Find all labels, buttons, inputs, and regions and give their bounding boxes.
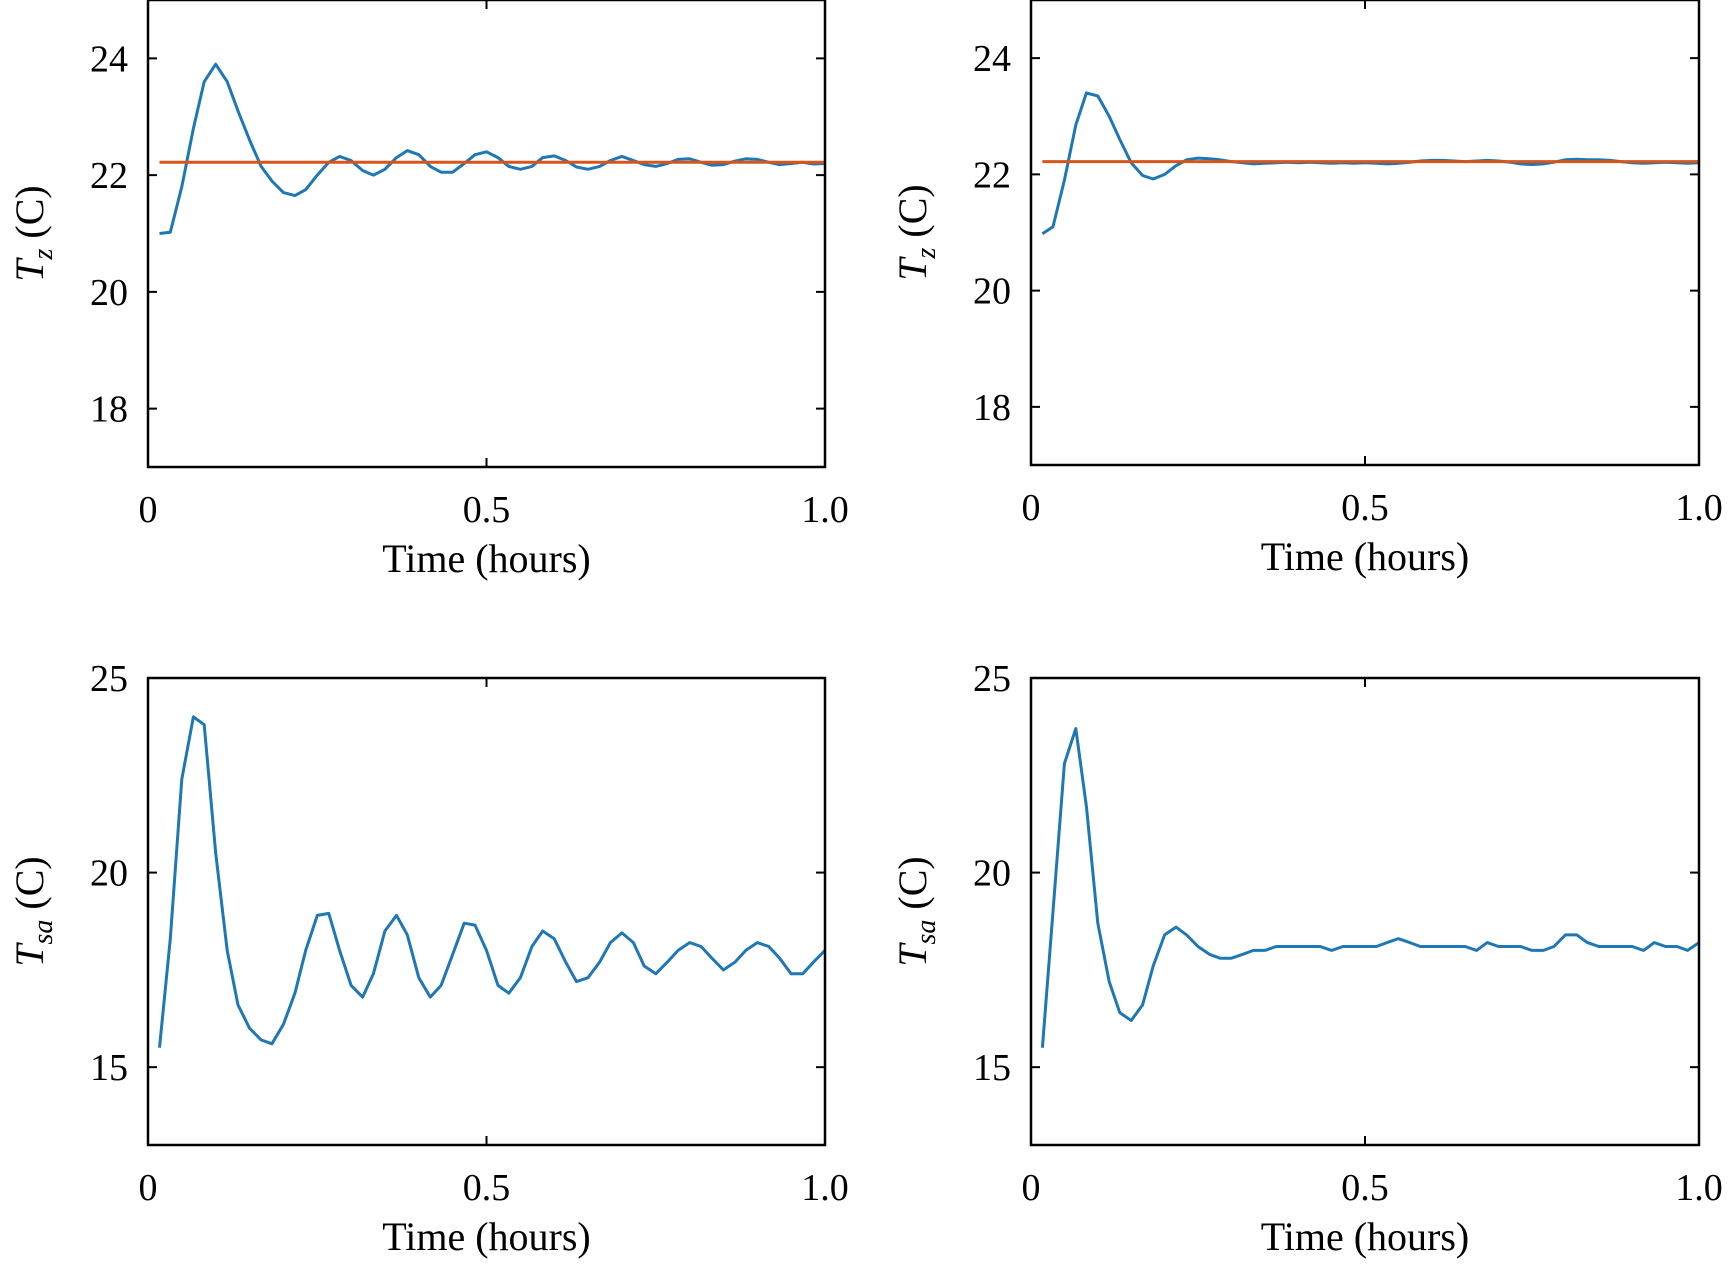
y-tick-label: 20 bbox=[973, 853, 1011, 895]
x-axis-label: Time (hours) bbox=[382, 1214, 591, 1259]
y-tick-label: 20 bbox=[973, 271, 1011, 313]
y-tick-label: 24 bbox=[90, 38, 128, 80]
chart-top-left: 0 0.5 1.0 18 20 22 24 Tz (C) Time (hours) bbox=[7, 0, 849, 581]
response-line bbox=[159, 62, 826, 235]
x-tick-label: 0 bbox=[1022, 1167, 1041, 1209]
x-tick-label: 0 bbox=[139, 489, 158, 531]
response-line bbox=[158, 715, 827, 1048]
chart-top-right: 0 0.5 1.0 18 20 22 24 Tz (C) Time (hours) bbox=[890, 0, 1723, 579]
chart-bottom-left: 0 0.5 1.0 15 20 25 Tsa (C) Time (hours) bbox=[7, 658, 849, 1259]
x-axis-label: Time (hours) bbox=[1261, 1214, 1470, 1259]
y-tick-label: 22 bbox=[973, 154, 1011, 196]
y-tick-label: 22 bbox=[90, 155, 128, 197]
x-tick-label: 1.0 bbox=[801, 1167, 849, 1209]
x-tick-label: 0.5 bbox=[1341, 487, 1389, 529]
y-tick-label: 25 bbox=[973, 658, 1011, 700]
y-axis-label: Tz (C) bbox=[7, 185, 59, 281]
y-tick-label: 18 bbox=[90, 389, 128, 431]
y-tick-label: 24 bbox=[973, 38, 1011, 80]
y-tick-label: 18 bbox=[973, 387, 1011, 429]
x-tick-label: 0.5 bbox=[463, 1167, 511, 1209]
plot-frame bbox=[1029, 676, 1701, 1147]
x-tick-label: 1.0 bbox=[1675, 487, 1723, 529]
chart-bottom-right: 0 0.5 1.0 15 20 25 Tsa (C) Time (hours) bbox=[890, 658, 1723, 1259]
x-tick-label: 0 bbox=[139, 1167, 158, 1209]
y-tick-label: 25 bbox=[90, 658, 128, 700]
plot-frame bbox=[146, 676, 827, 1147]
x-tick-label: 0 bbox=[1022, 487, 1041, 529]
response-line bbox=[1040, 727, 1700, 1048]
y-tick-label: 20 bbox=[90, 853, 128, 895]
y-axis-label: Tsa (C) bbox=[890, 856, 942, 966]
y-tick-label: 20 bbox=[90, 272, 128, 314]
response-line bbox=[1041, 91, 1700, 235]
y-axis-label: Tz (C) bbox=[890, 184, 942, 280]
x-axis-label: Time (hours) bbox=[382, 536, 591, 581]
x-tick-label: 1.0 bbox=[1675, 1167, 1723, 1209]
x-tick-label: 0.5 bbox=[1341, 1167, 1389, 1209]
plot-frame bbox=[1029, 0, 1701, 467]
x-tick-label: 1.0 bbox=[801, 489, 849, 531]
y-tick-label: 15 bbox=[973, 1047, 1011, 1089]
x-axis-label: Time (hours) bbox=[1261, 534, 1470, 579]
y-axis-label: Tsa (C) bbox=[7, 856, 59, 966]
plot-frame bbox=[146, 0, 827, 469]
x-tick-label: 0.5 bbox=[463, 489, 511, 531]
y-tick-label: 15 bbox=[90, 1047, 128, 1089]
